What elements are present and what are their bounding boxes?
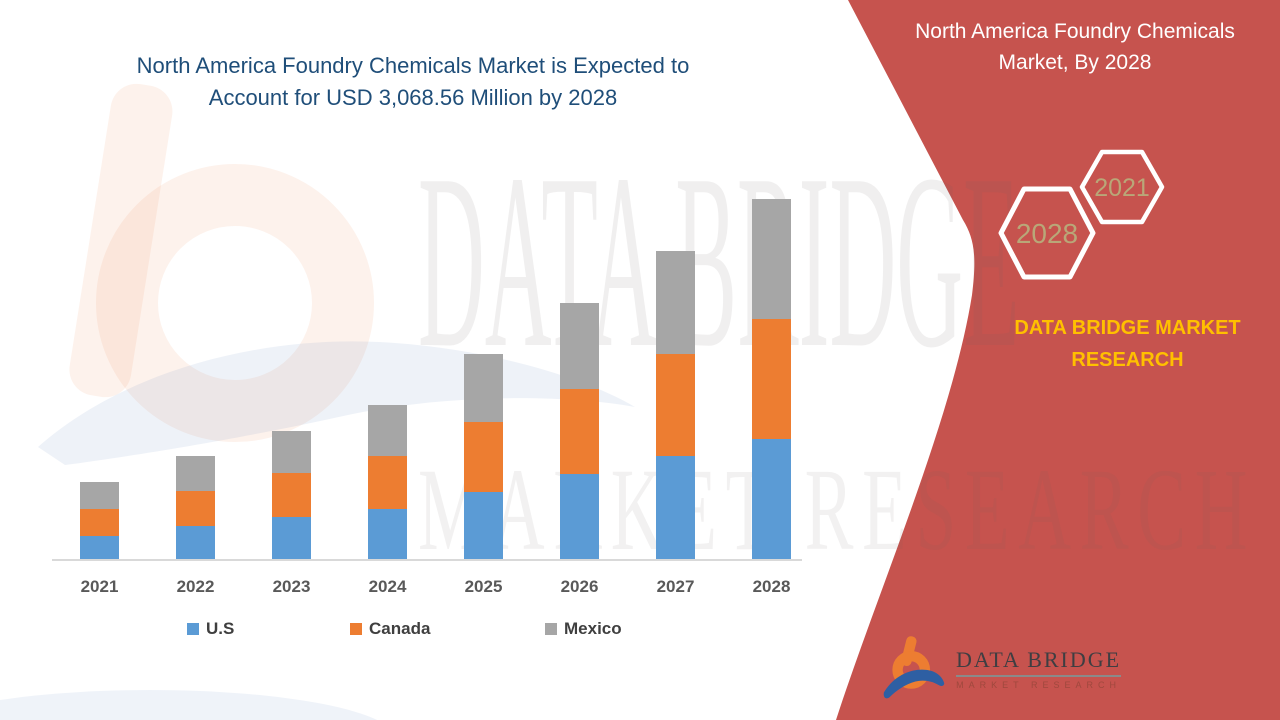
bar-segment-mexico-2021: [80, 482, 119, 509]
x-axis-label-2021: 2021: [80, 577, 119, 596]
bar-segment-canada-2022: [176, 490, 215, 526]
bar-segment-us-2021: [80, 535, 119, 559]
legend-item-us: U.S: [187, 619, 234, 639]
legend-label-canada: Canada: [369, 619, 431, 638]
bar-segment-us-2027: [656, 456, 695, 559]
bar-segment-mexico-2025: [464, 354, 503, 423]
bar-segment-mexico-2028: [752, 198, 791, 320]
bar-segment-mexico-2026: [560, 303, 599, 389]
brand-text-line2: RESEARCH: [1071, 349, 1184, 371]
bar-segment-mexico-2022: [176, 456, 215, 491]
bar-segment-canada-2026: [560, 388, 599, 474]
x-axis-label-2028: 2028: [752, 577, 791, 596]
bar-segment-canada-2023: [272, 472, 311, 517]
data-bridge-logo-icon: [883, 636, 945, 699]
bar-segment-canada-2027: [656, 353, 695, 457]
side-panel-title: North America Foundry Chemicals Market, …: [915, 20, 1235, 74]
legend-label-us: U.S: [206, 619, 235, 638]
legend-swatch-us: [187, 623, 199, 635]
footer-logo-name: DATA BRIDGE: [956, 647, 1122, 677]
brand-text-line1: DATA BRIDGE MARKET: [1014, 317, 1241, 339]
bar-segment-mexico-2024: [368, 405, 407, 457]
legend-item-mexico: Mexico: [545, 619, 622, 639]
bar-segment-us-2023: [272, 516, 311, 559]
legend-swatch-mexico: [545, 623, 557, 635]
x-axis-label-2022: 2022: [176, 577, 215, 596]
x-axis-label-2027: 2027: [656, 577, 695, 596]
chart-title-line2: Account for USD 3,068.56 Million by 2028: [208, 85, 618, 110]
bar-segment-mexico-2023: [272, 431, 311, 473]
bar-segment-canada-2024: [368, 456, 407, 509]
bar-segment-us-2022: [176, 525, 215, 559]
legend-item-canada: Canada: [350, 619, 430, 639]
bar-segment-us-2024: [368, 508, 407, 559]
corner-swoosh-watermark: [0, 690, 378, 720]
x-axis-label-2026: 2026: [560, 577, 599, 596]
footer-logo-subtitle: MARKET RESEARCH: [956, 679, 1121, 690]
brand-text: DATA BRIDGE MARKET RESEARCH: [985, 312, 1270, 376]
x-axis-label-2024: 2024: [368, 577, 407, 596]
chart-title: North America Foundry Chemicals Market i…: [88, 50, 738, 114]
chart-title-line1: North America Foundry Chemicals Market i…: [136, 53, 690, 78]
x-axis-line: [52, 559, 802, 561]
bar-segment-canada-2028: [752, 319, 791, 439]
bar-segment-canada-2025: [464, 422, 503, 493]
legend-swatch-canada: [350, 623, 362, 635]
footer-logo: DATA BRIDGE MARKET RESEARCH: [882, 634, 1122, 702]
bar-segment-us-2028: [752, 438, 791, 559]
bar-segment-us-2025: [464, 492, 503, 559]
bar-segment-canada-2021: [80, 509, 119, 536]
legend-label-mexico: Mexico: [564, 619, 622, 638]
x-axis-label-2025: 2025: [464, 577, 503, 596]
bar-segment-us-2026: [560, 473, 599, 559]
x-axis-label-2023: 2023: [272, 577, 311, 596]
bar-segment-mexico-2027: [656, 250, 695, 354]
